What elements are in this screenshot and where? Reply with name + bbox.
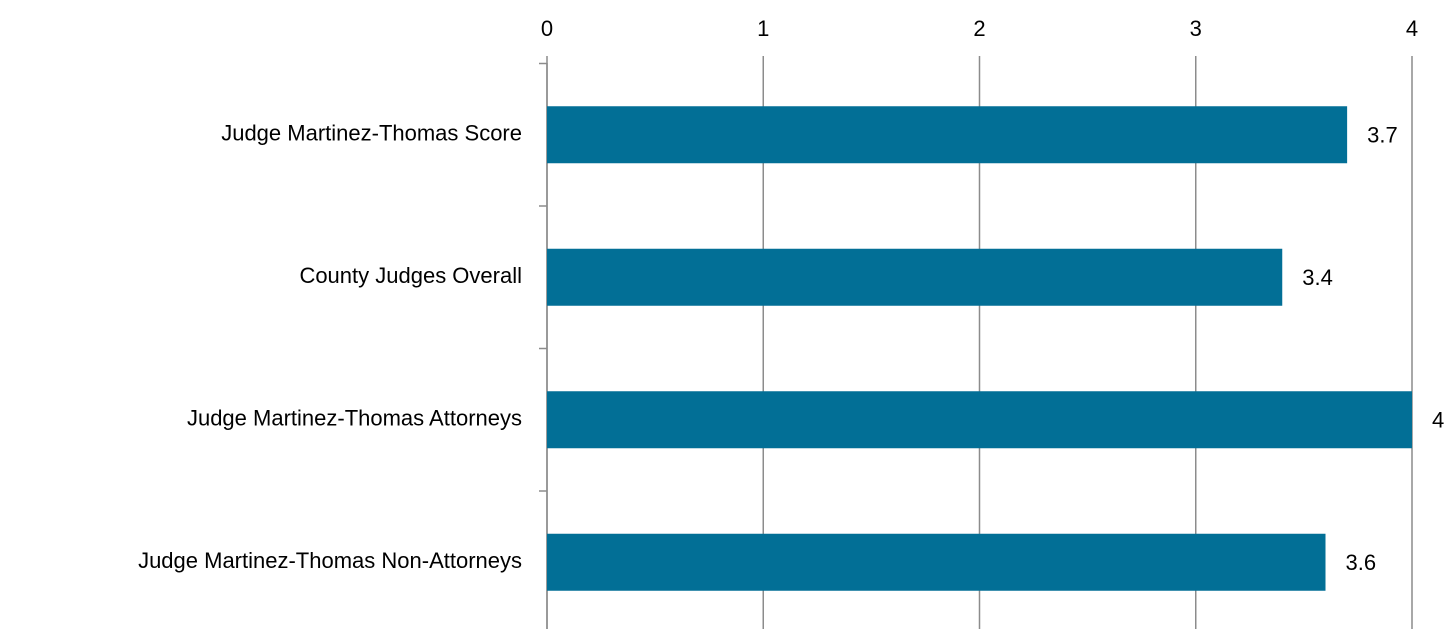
- bar: [547, 533, 1326, 591]
- value-label: 3.7: [1367, 123, 1398, 148]
- x-tick-label: 2: [973, 16, 985, 41]
- bar: [547, 106, 1348, 164]
- x-tick-label: 1: [757, 16, 769, 41]
- x-tick-label: 4: [1406, 16, 1418, 41]
- value-label: 3.6: [1346, 550, 1377, 575]
- bar: [547, 248, 1283, 306]
- value-label: 3.4: [1302, 265, 1333, 290]
- x-tick-label: 3: [1190, 16, 1202, 41]
- y-tick-label: Judge Martinez-Thomas Non-Attorneys: [138, 548, 522, 573]
- value-label: 4: [1432, 408, 1444, 433]
- y-tick-label: Judge Martinez-Thomas Score: [221, 121, 522, 146]
- y-tick-label: Judge Martinez-Thomas Attorneys: [187, 406, 522, 431]
- x-tick-label: 0: [541, 16, 553, 41]
- bar: [547, 391, 1412, 449]
- y-tick-label: County Judges Overall: [299, 263, 522, 288]
